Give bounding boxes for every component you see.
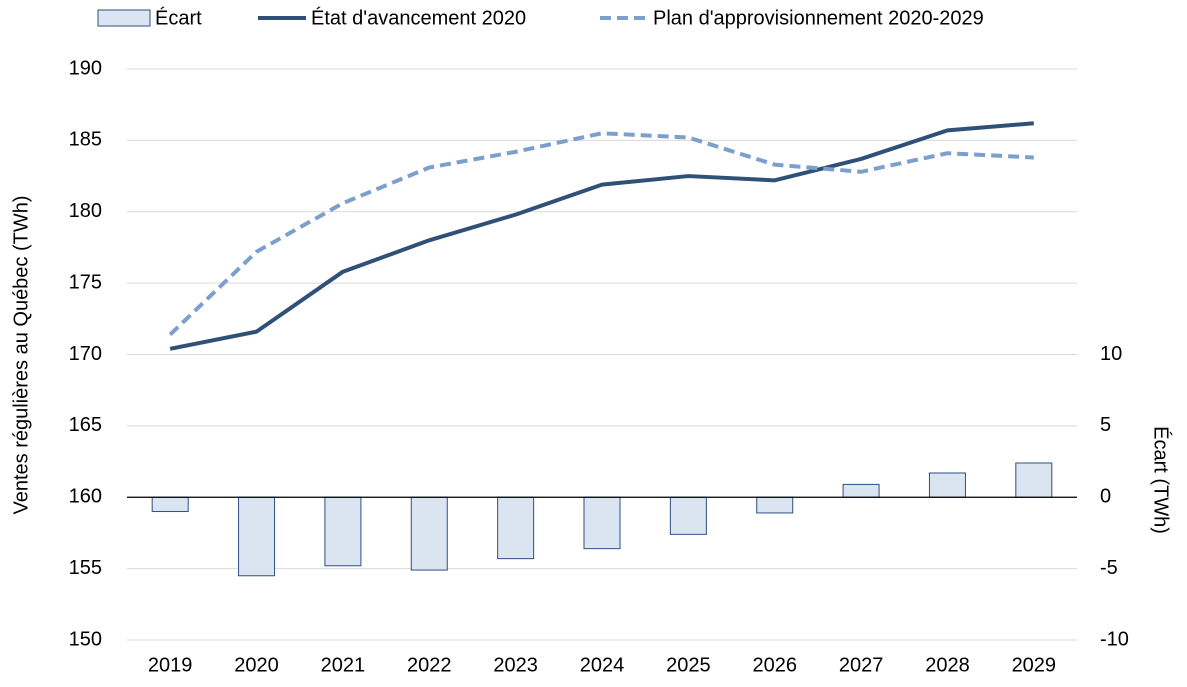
- legend-swatch: [97, 9, 151, 27]
- y-axis-title: Ventes régulières au Québec (TWh): [10, 195, 32, 514]
- bar: [151, 496, 189, 513]
- y2-tick-label: -10: [1100, 628, 1129, 650]
- x-tick-label: 2027: [839, 654, 884, 676]
- y-tick-label: 155: [69, 557, 102, 579]
- bar: [669, 496, 707, 535]
- y-tick-label: 150: [69, 628, 102, 650]
- y2-tick-label: 0: [1100, 486, 1111, 508]
- y-tick-label: 185: [69, 129, 102, 151]
- bar: [238, 496, 276, 577]
- x-tick-label: 2020: [234, 654, 279, 676]
- legend-label: État d'avancement 2020: [311, 6, 526, 29]
- line: [169, 121, 1034, 351]
- x-tick-label: 2025: [666, 654, 711, 676]
- x-tick-label: 2023: [493, 654, 538, 676]
- bar: [583, 496, 621, 550]
- bar: [928, 472, 966, 498]
- x-tick-label: 2028: [925, 654, 970, 676]
- x-tick-label: 2022: [407, 654, 452, 676]
- legend-label: Écart: [155, 6, 202, 29]
- bar: [410, 496, 448, 571]
- line: [168, 131, 1034, 336]
- x-tick-label: 2021: [321, 654, 366, 676]
- y-tick-label: 165: [69, 414, 102, 436]
- x-tick-label: 2029: [1012, 654, 1057, 676]
- bar: [497, 496, 535, 560]
- bar: [324, 496, 362, 567]
- y2-axis-title: Écart (TWh): [1150, 426, 1173, 534]
- legend-label: Plan d'approvisionnement 2020-2029: [653, 7, 984, 29]
- y-tick-label: 190: [69, 57, 102, 79]
- y-tick-label: 180: [69, 200, 102, 222]
- y-tick-label: 170: [69, 343, 102, 365]
- y-tick-label: 175: [69, 271, 102, 293]
- y-tick-label: 160: [69, 486, 102, 508]
- bar: [1015, 462, 1053, 498]
- bar: [842, 483, 880, 498]
- x-tick-label: 2019: [148, 654, 193, 676]
- x-tick-label: 2026: [752, 654, 797, 676]
- y2-tick-label: 5: [1100, 414, 1111, 436]
- x-tick-label: 2024: [580, 654, 625, 676]
- y2-tick-label: 10: [1100, 343, 1122, 365]
- bar: [756, 496, 794, 514]
- y2-tick-label: -5: [1100, 557, 1118, 579]
